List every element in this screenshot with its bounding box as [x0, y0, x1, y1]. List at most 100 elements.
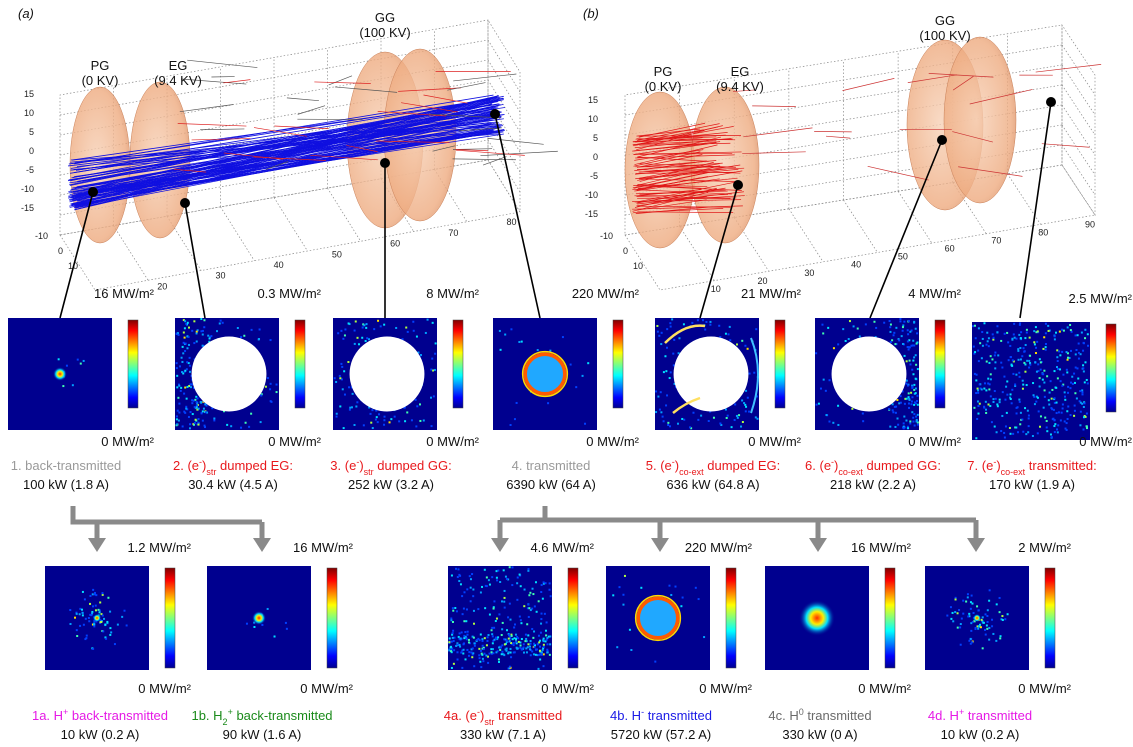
map-pixel [862, 420, 864, 422]
map-pixel [744, 345, 746, 347]
map-pixel [1018, 359, 1020, 361]
map-pixel [1037, 363, 1039, 365]
map-pixel [354, 343, 356, 345]
map-pixel [72, 384, 74, 386]
trace [298, 106, 325, 115]
trace [487, 138, 543, 144]
map-pixel [1017, 350, 1019, 352]
caption-part: co-ext [838, 467, 863, 477]
map-pixel [669, 377, 671, 379]
map-pixel [506, 578, 508, 580]
map-pixel [894, 426, 896, 428]
map-pixel [1003, 376, 1005, 378]
map-pixel [999, 399, 1001, 401]
map-pixel [1066, 422, 1068, 424]
map-pixel [415, 425, 417, 427]
map-pixel [124, 610, 126, 612]
map-pixel [1082, 364, 1084, 366]
map-pixel [669, 322, 671, 324]
map-pixel [356, 401, 358, 403]
map-pixel [983, 322, 985, 324]
x-tick-label: 10 [633, 261, 643, 271]
map-pixel [640, 587, 642, 589]
map-pixel [1057, 424, 1059, 426]
map-pixel [355, 320, 357, 322]
hot-spot [252, 611, 266, 625]
map-pixel [465, 620, 467, 622]
map-pixel [967, 593, 969, 595]
map-pixel [970, 638, 972, 640]
map-pixel [729, 339, 731, 341]
map-pixel [728, 333, 730, 335]
map-pixel [496, 570, 498, 572]
map-pixel [988, 337, 990, 339]
map-pixel [917, 404, 919, 406]
map-pixel [1028, 360, 1030, 362]
grid-line [1062, 105, 1095, 155]
map-pixel [181, 371, 183, 373]
map-pixel [182, 352, 184, 354]
power: 636 kW (64.8 A) [666, 477, 759, 492]
map-pixel [80, 363, 82, 365]
map-pixel [888, 408, 890, 410]
map-pixel [892, 403, 894, 405]
map-pixel [989, 405, 991, 407]
map-pixel [673, 339, 675, 341]
map-pixel [741, 399, 743, 401]
map-pixel [504, 590, 506, 592]
map-pixel [1048, 399, 1050, 401]
trace [456, 150, 525, 155]
map-pixel [832, 422, 834, 424]
map-pixel [546, 621, 548, 623]
map-pixel [973, 346, 975, 348]
map-pixel [1078, 352, 1080, 354]
map-pixel [479, 657, 481, 659]
y-tick-label: -10 [21, 184, 34, 194]
map-pixel [1046, 426, 1048, 428]
map-pixel [1064, 399, 1066, 401]
map-pixel [371, 409, 373, 411]
map-pixel [1014, 337, 1016, 339]
caption-part: 4b. H [610, 708, 641, 723]
map-pixel [538, 600, 540, 602]
map-pixel [509, 666, 511, 668]
map-pixel [1047, 325, 1049, 327]
map-pixel [525, 638, 527, 640]
map-pixel [695, 587, 697, 589]
map-pixel [513, 651, 515, 653]
map-pixel [907, 385, 909, 387]
map-pixel [183, 331, 185, 333]
z-tick-label: 80 [507, 217, 517, 227]
map-pixel [1039, 358, 1041, 360]
map-pixel [915, 392, 917, 394]
map-pixel [542, 639, 544, 641]
map-pixel [995, 640, 997, 642]
map-pixel [189, 423, 191, 425]
map-pixel [450, 617, 452, 619]
map-pixel [718, 325, 720, 327]
map-pixel [983, 407, 985, 409]
map-pixel [270, 383, 272, 385]
map-pixel [1056, 412, 1058, 414]
map-pixel [665, 370, 667, 372]
map-pixel [1038, 410, 1040, 412]
x-tick-label: -10 [600, 231, 613, 241]
map-pixel [336, 416, 338, 418]
map-pixel [1054, 338, 1056, 340]
map-pixel [1012, 433, 1014, 435]
map-pixel [354, 424, 356, 426]
map-pixel [184, 350, 186, 352]
max-label: 220 MW/m² [572, 286, 640, 301]
map-pixel [109, 611, 111, 613]
map-pixel [822, 332, 824, 334]
map-pixel [527, 604, 529, 606]
map-pixel [899, 318, 901, 320]
map-pixel [725, 333, 727, 335]
map-pixel [1078, 358, 1080, 360]
map-pixel [370, 413, 372, 415]
min-label: 0 MW/m² [1018, 681, 1071, 696]
colorbar [568, 568, 578, 668]
z-tick-label: 70 [991, 236, 1001, 246]
map-pixel [250, 413, 252, 415]
map-pixel [913, 413, 915, 415]
